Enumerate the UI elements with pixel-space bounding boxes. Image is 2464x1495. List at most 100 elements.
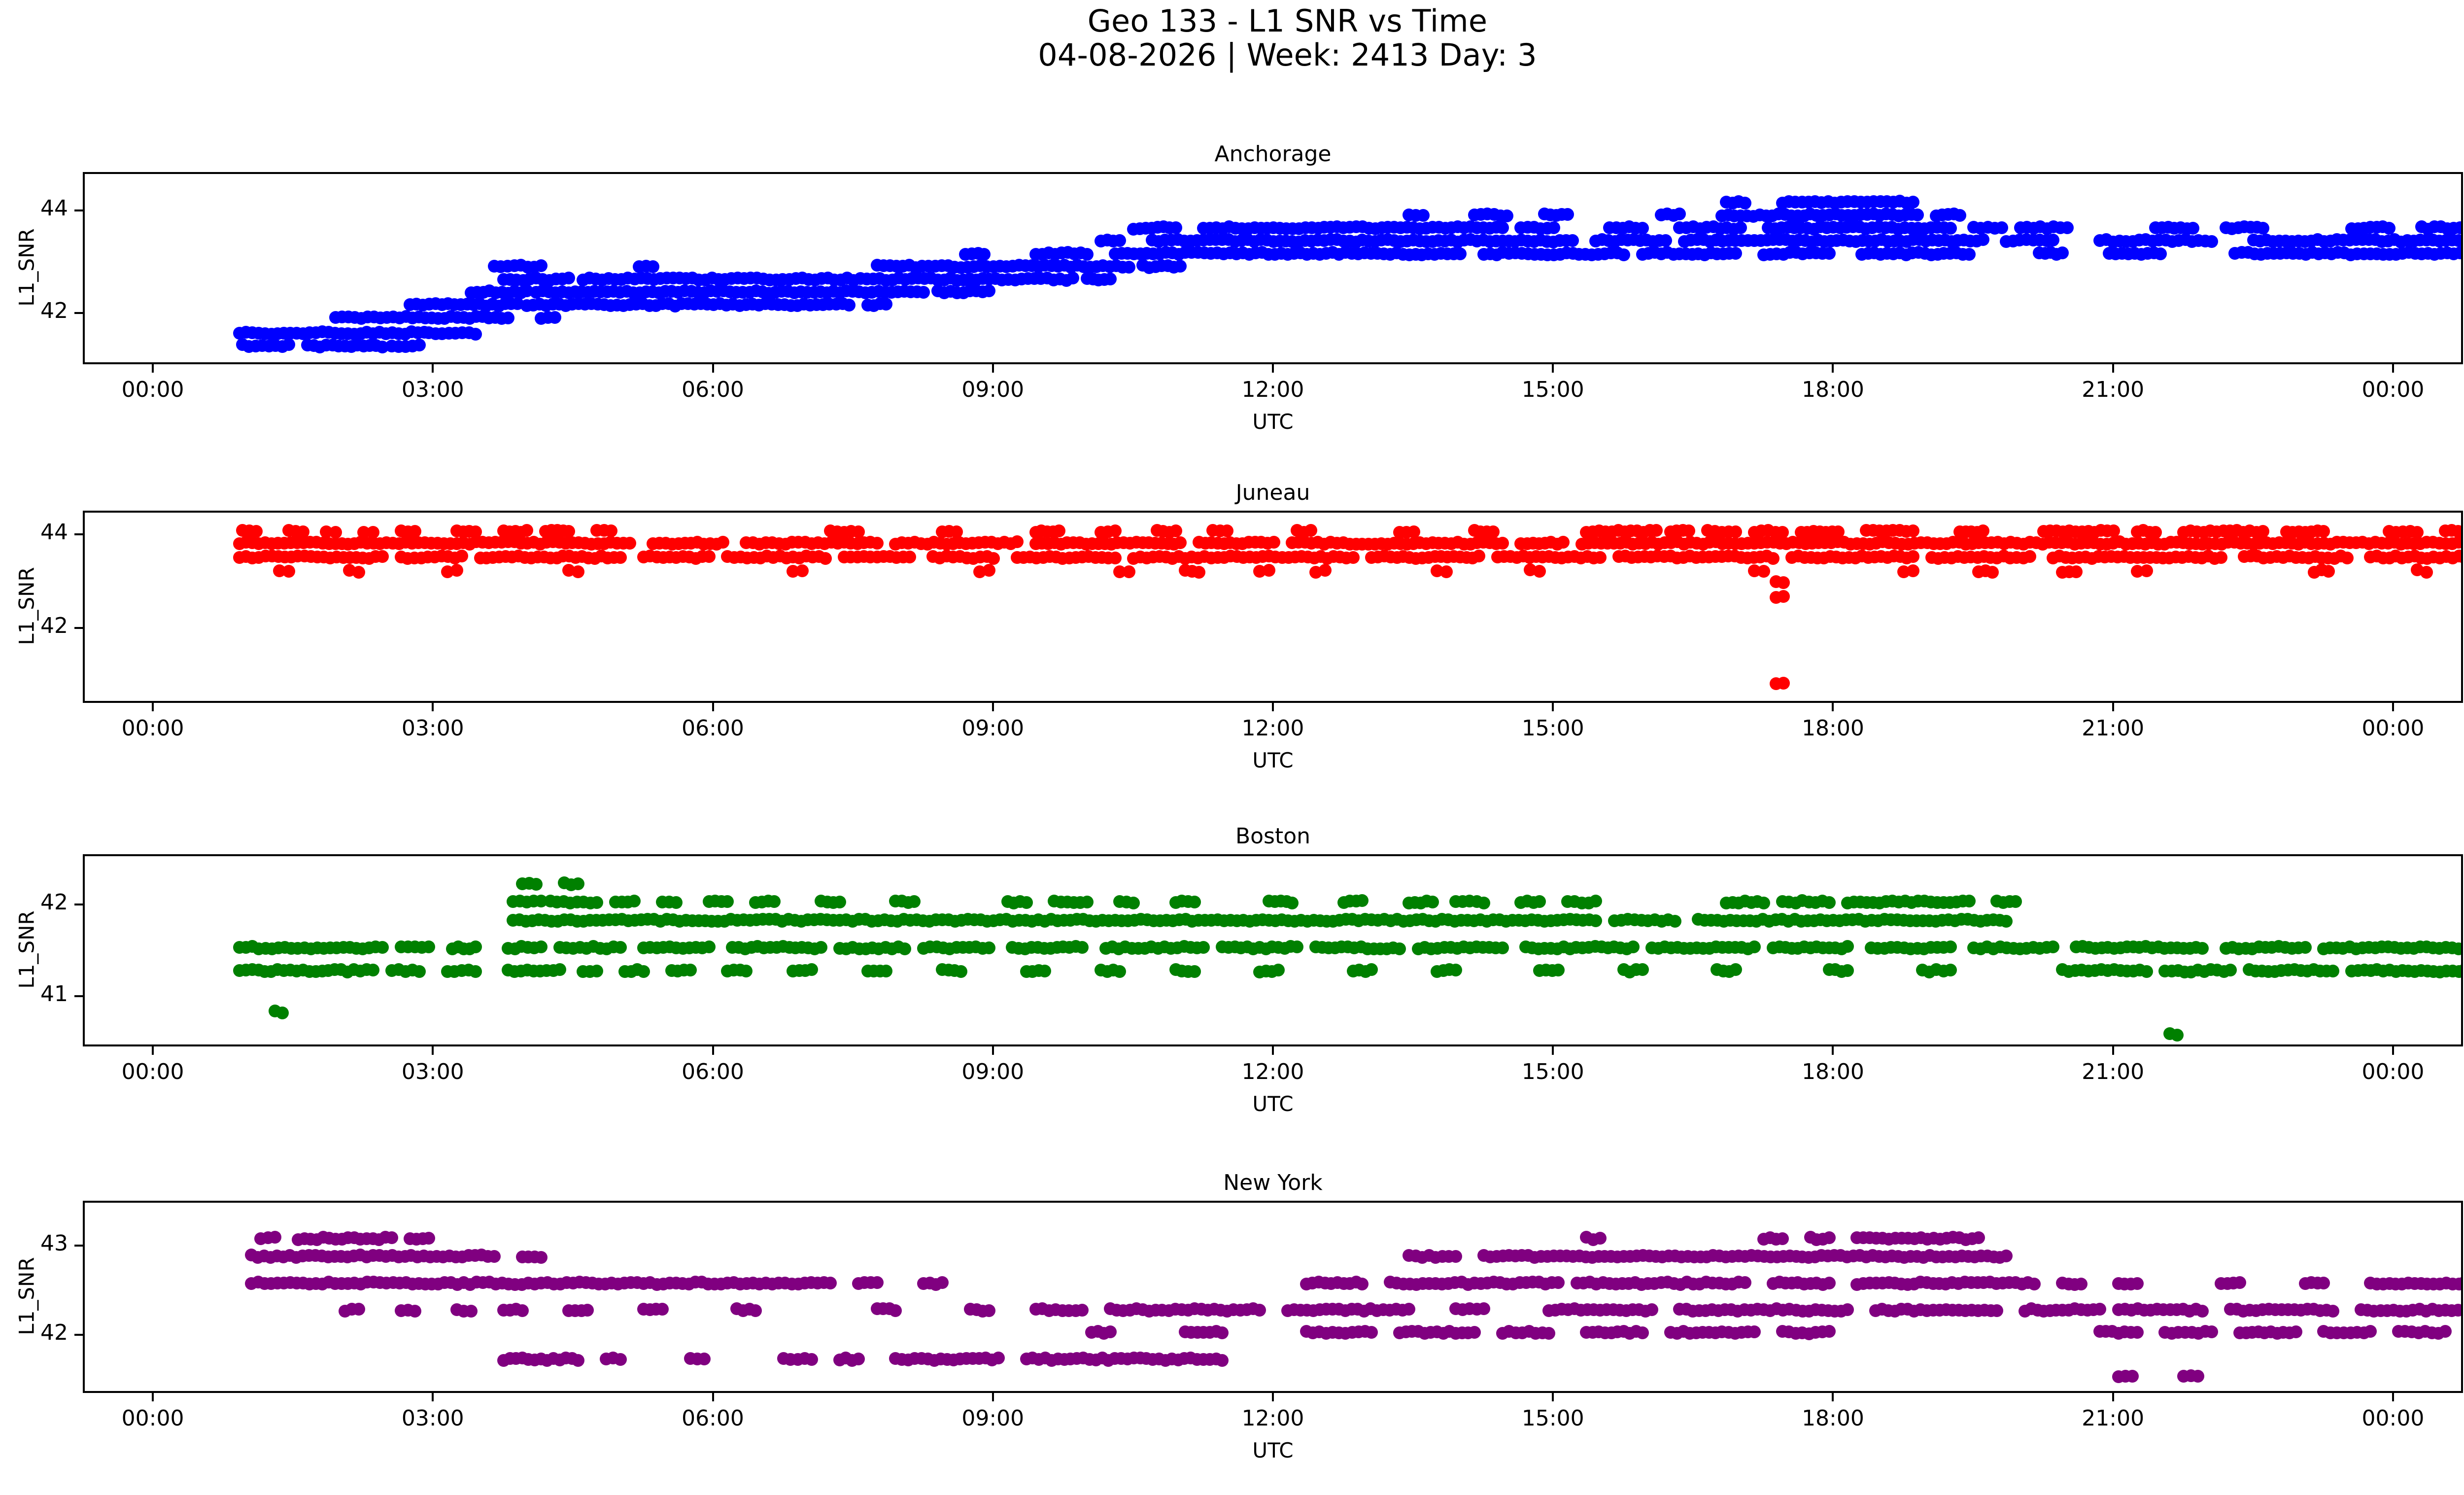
data-point	[1080, 248, 1094, 261]
data-point	[2000, 1249, 2013, 1262]
y-tick-mark	[74, 995, 83, 997]
data-point	[534, 1251, 548, 1264]
data-point	[1962, 247, 1976, 261]
x-tick-label: 00:00	[121, 377, 184, 402]
data-point	[1290, 940, 1303, 953]
data-point	[2196, 1304, 2209, 1318]
x-tick-label: 09:00	[961, 1059, 1025, 1084]
x-tick-label: 18:00	[1802, 377, 1864, 402]
x-tick-label: 21:00	[2082, 716, 2145, 741]
data-point	[1188, 965, 1201, 978]
data-point	[1169, 221, 1182, 234]
data-point	[2410, 526, 2424, 539]
data-point	[1739, 197, 1752, 210]
data-point	[1995, 221, 2008, 234]
y-tick-mark	[74, 209, 83, 211]
data-point	[530, 877, 543, 891]
x-tick-mark	[1832, 703, 1834, 711]
data-point	[1766, 552, 1780, 565]
x-tick-mark	[712, 703, 714, 711]
data-point	[2074, 1277, 2088, 1290]
data-point	[2452, 1303, 2461, 1317]
data-point	[413, 339, 426, 352]
data-point	[1188, 895, 1201, 908]
data-point	[1552, 1276, 1565, 1289]
data-point	[1449, 1250, 1462, 1263]
data-point	[655, 1303, 669, 1316]
data-point	[534, 259, 548, 273]
data-point	[282, 564, 296, 578]
data-point	[1010, 535, 1024, 549]
data-point	[422, 1232, 436, 1245]
data-point	[823, 1276, 837, 1289]
data-point	[1076, 941, 1089, 954]
data-point	[562, 524, 576, 538]
data-point	[805, 1353, 818, 1366]
data-point	[1174, 536, 1187, 550]
data-point	[2289, 1325, 2302, 1339]
data-point	[1477, 897, 1490, 909]
data-point	[2009, 895, 2022, 908]
data-point	[1542, 1326, 1556, 1340]
data-point	[796, 564, 809, 578]
data-point	[413, 965, 426, 978]
data-point	[1216, 1326, 1229, 1339]
y-tick-mark	[74, 312, 83, 314]
data-point	[572, 1354, 585, 1367]
data-point	[1318, 564, 1332, 577]
data-point	[749, 1304, 762, 1317]
x-tick-label: 03:00	[401, 1059, 464, 1084]
data-point	[721, 895, 734, 908]
data-point	[1777, 676, 1790, 690]
data-point	[1272, 964, 1285, 977]
data-point	[376, 550, 389, 563]
data-point	[376, 940, 389, 954]
x-tick-mark	[432, 703, 434, 711]
x-tick-mark	[432, 1046, 434, 1055]
x-tick-label: 15:00	[1521, 1059, 1584, 1084]
data-point	[1907, 524, 1919, 537]
data-point	[978, 248, 991, 261]
data-point	[1080, 896, 1094, 909]
data-point	[2047, 234, 2060, 247]
x-tick-label: 15:00	[1521, 716, 1584, 741]
data-point	[1076, 1303, 1089, 1317]
data-point	[992, 1352, 1005, 1365]
data-point	[2257, 221, 2270, 235]
x-tick-mark	[2392, 703, 2394, 711]
data-point	[2154, 247, 2167, 260]
data-point	[2438, 1324, 2452, 1338]
x-tick-mark	[2112, 1046, 2114, 1055]
data-point	[637, 965, 650, 978]
data-point	[1108, 524, 1122, 537]
data-point	[1729, 246, 1743, 260]
data-point	[1113, 234, 1126, 247]
data-point	[1944, 963, 1957, 976]
y-tick-mark	[74, 1334, 83, 1336]
data-point	[1197, 941, 1210, 954]
data-point	[1594, 1231, 1607, 1245]
data-point	[1841, 940, 1854, 953]
data-point	[614, 941, 627, 954]
data-point	[1174, 259, 1187, 273]
data-point	[1552, 964, 1565, 977]
x-tick-mark	[1832, 1046, 1834, 1055]
x-axis-label: UTC	[1252, 1092, 1294, 1116]
x-tick-label: 09:00	[961, 1406, 1025, 1431]
data-point	[819, 552, 832, 565]
subplot-title-boston: Boston	[1235, 824, 1311, 849]
data-point	[1645, 1303, 1658, 1316]
y-tick-mark	[74, 904, 83, 906]
x-tick-mark	[1552, 364, 1554, 373]
data-point	[2452, 234, 2461, 247]
data-point	[1122, 261, 1135, 274]
data-point	[702, 550, 716, 563]
data-point	[352, 1303, 366, 1316]
data-point	[1365, 1325, 1378, 1339]
data-point	[1729, 963, 1743, 976]
data-point	[1757, 896, 1770, 909]
data-point	[455, 550, 468, 563]
data-point	[1104, 273, 1117, 286]
data-point	[2452, 965, 2461, 978]
data-point	[2327, 965, 2340, 978]
